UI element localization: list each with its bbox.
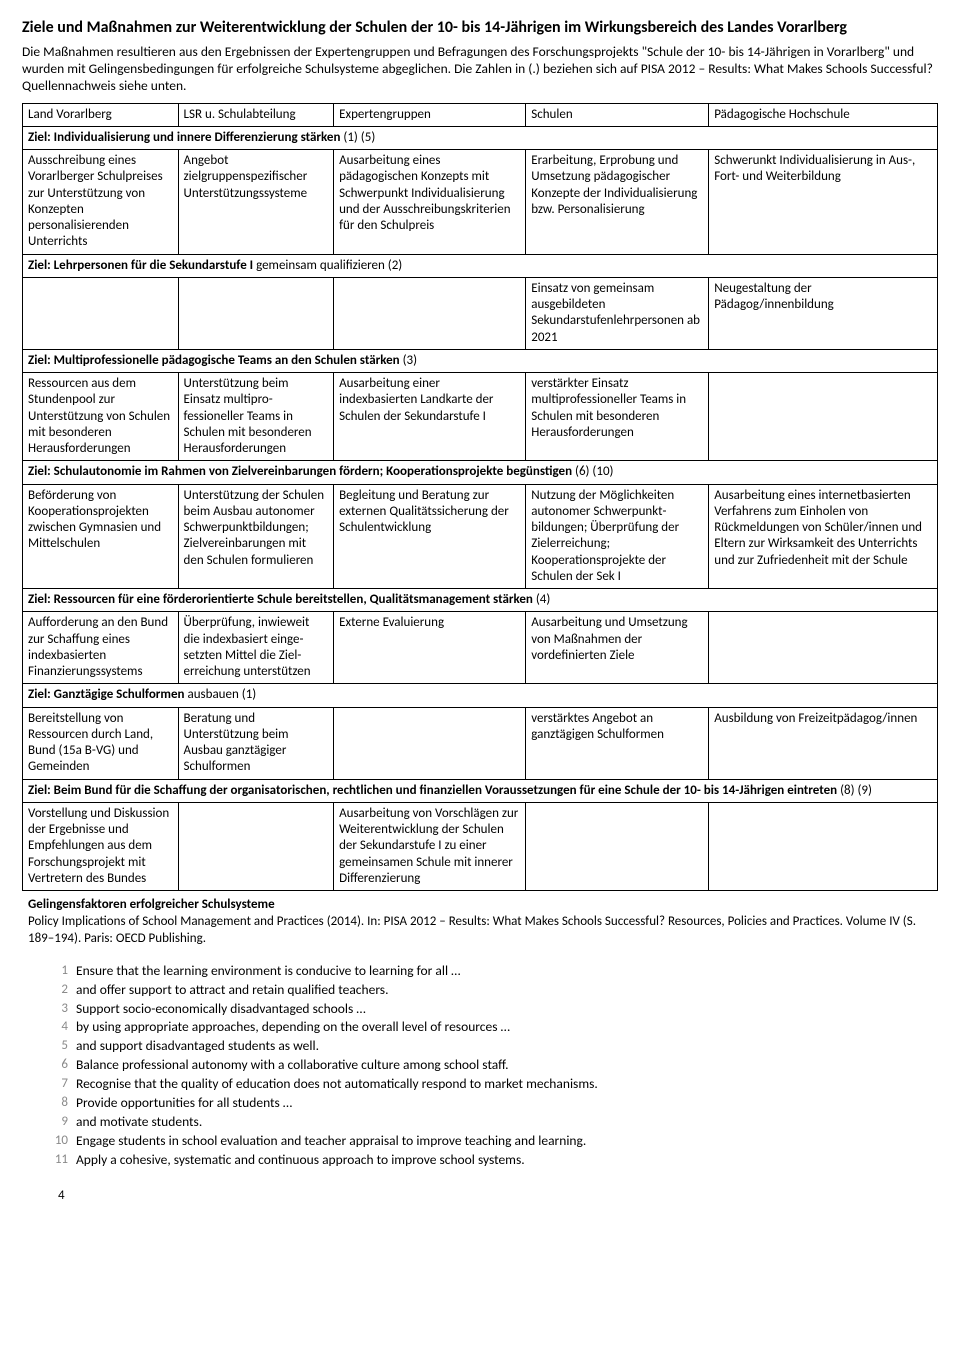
table-cell: Beförderung von Kooperationsprojekten zw…	[23, 484, 179, 589]
table-cell	[334, 707, 526, 779]
table-cell	[709, 802, 938, 890]
table-cell: verstärkter Einsatz multiprofessioneller…	[526, 373, 709, 461]
ziel-row: Ziel: Individualisierung und innere Diff…	[23, 126, 938, 149]
ziel-cell: Ziel: Multiprofessionelle pädagogische T…	[23, 349, 938, 372]
factor-item: Support socio-economically disadvantaged…	[50, 1000, 938, 1019]
ziel-cell: Ziel: Ressourcen für eine förderorientie…	[23, 589, 938, 612]
footnote-block: Gelingensfaktoren erfolgreicher Schulsys…	[28, 897, 938, 948]
table-row: Einsatz von gemeinsam ausgebildeten Seku…	[23, 277, 938, 349]
table-cell: Begleitung und Beratung zur externen Qua…	[334, 484, 526, 589]
ziel-row: Ziel: Schulautonomie im Rahmen von Zielv…	[23, 461, 938, 484]
table-cell: Externe Evaluierung	[334, 612, 526, 684]
table-cell: Beratung und Unterstützung beim Ausbau g…	[178, 707, 334, 779]
ziel-cell: Ziel: Ganztägige Schulformen ausbauen (1…	[23, 684, 938, 707]
table-cell: Bereitstellung von Ressourcen durch Land…	[23, 707, 179, 779]
table-cell	[709, 373, 938, 461]
footnote-text: Policy Implications of School Management…	[28, 914, 916, 946]
header-col3: Expertengruppen	[334, 103, 526, 126]
ziel-cell: Ziel: Individualisierung und innere Diff…	[23, 126, 938, 149]
table-cell	[709, 612, 938, 684]
table-cell	[334, 277, 526, 349]
table-cell: Unterstützung beim Einsatz multipro­fess…	[178, 373, 334, 461]
factor-item: and offer support to attract and retain …	[50, 981, 938, 1000]
table-header-row: Land Vorarlberg LSR u. Schulabteilung Ex…	[23, 103, 938, 126]
factor-item: Apply a cohesive, systematic and continu…	[50, 1151, 938, 1170]
table-cell: Ausarbeitung und Umsetzung von Maßnahmen…	[526, 612, 709, 684]
factor-item: and support disadvantaged students as we…	[50, 1037, 938, 1056]
ziel-cell: Ziel: Schulautonomie im Rahmen von Zielv…	[23, 461, 938, 484]
table-cell: Neugestaltung der Pädagog/innenbildung	[709, 277, 938, 349]
table-cell: Vorstellung und Diskussion der Ergebniss…	[23, 802, 179, 890]
ziel-row: Ziel: Ressourcen für eine förderorientie…	[23, 589, 938, 612]
table-cell	[526, 802, 709, 890]
table-row: Ausschreibung eines Vorarlberger Schulpr…	[23, 150, 938, 255]
table-cell: Ausarbeitung eines internet­basierten Ve…	[709, 484, 938, 589]
table-cell: verstärktes Angebot an ganztägigen Schul…	[526, 707, 709, 779]
ziel-row: Ziel: Beim Bund für die Schaffung der or…	[23, 779, 938, 802]
table-cell: Ausarbeitung eines pädagogischen Konzept…	[334, 150, 526, 255]
ziel-cell: Ziel: Beim Bund für die Schaffung der or…	[23, 779, 938, 802]
page-number: 4	[58, 1188, 938, 1204]
factors-list: Ensure that the learning environment is …	[50, 962, 938, 1170]
measures-table: Land Vorarlberg LSR u. Schulabteilung Ex…	[22, 103, 938, 892]
header-col5: Pädagogische Hochschule	[709, 103, 938, 126]
factor-item: Engage students in school evaluation and…	[50, 1132, 938, 1151]
page-title: Ziele und Maßnahmen zur Weiterentwicklun…	[22, 18, 938, 38]
table-cell: Ausarbeitung von Vor­schlägen zur Weiter…	[334, 802, 526, 890]
table-cell: Nutzung der Möglichkeiten autonomer Schw…	[526, 484, 709, 589]
table-cell	[178, 802, 334, 890]
table-row: Ressourcen aus dem Stundenpool zur Unter…	[23, 373, 938, 461]
table-row: Aufforderung an den Bund zur Schaffung e…	[23, 612, 938, 684]
factor-item: and motivate students.	[50, 1113, 938, 1132]
table-cell: Aufforderung an den Bund zur Schaffung e…	[23, 612, 179, 684]
table-cell: Ausschreibung eines Vorarlberger Schulpr…	[23, 150, 179, 255]
factor-item: Recognise that the quality of education …	[50, 1075, 938, 1094]
table-cell	[23, 277, 179, 349]
table-cell: Unterstützung der Schulen beim Ausbau au…	[178, 484, 334, 589]
factor-item: Provide opportunities for all students …	[50, 1094, 938, 1113]
table-cell: Schwerunkt Individualisierung in Aus-, F…	[709, 150, 938, 255]
table-cell: Überprüfung, inwieweit die indexbasiert …	[178, 612, 334, 684]
header-col4: Schulen	[526, 103, 709, 126]
table-row: Beförderung von Kooperationsprojekten zw…	[23, 484, 938, 589]
factor-item: Ensure that the learning environment is …	[50, 962, 938, 981]
table-cell: Ressourcen aus dem Stundenpool zur Unter…	[23, 373, 179, 461]
header-col2: LSR u. Schulabteilung	[178, 103, 334, 126]
footnote-title: Gelingensfaktoren erfolgreicher Schulsys…	[28, 897, 275, 912]
header-col1: Land Vorarlberg	[23, 103, 179, 126]
table-cell: Ausarbeitung einer indexbasierten Landka…	[334, 373, 526, 461]
table-row: Bereitstellung von Ressourcen durch Land…	[23, 707, 938, 779]
factor-item: Balance professional autonomy with a col…	[50, 1056, 938, 1075]
table-cell	[178, 277, 334, 349]
intro-paragraph: Die Maßnahmen resultieren aus den Ergebn…	[22, 44, 938, 95]
table-cell: Ausbildung von Freizeitpädagog/innen	[709, 707, 938, 779]
table-row: Vorstellung und Diskussion der Ergebniss…	[23, 802, 938, 890]
ziel-row: Ziel: Multiprofessionelle pädagogische T…	[23, 349, 938, 372]
ziel-row: Ziel: Lehrpersonen für die Sekundarstufe…	[23, 254, 938, 277]
table-cell: Erarbeitung, Erprobung und Umsetzung päd…	[526, 150, 709, 255]
table-cell: Angebot zielgruppenspezifischer Unterstü…	[178, 150, 334, 255]
factor-item: by using appropriate approaches, dependi…	[50, 1018, 938, 1037]
table-cell: Einsatz von gemeinsam ausgebildeten Seku…	[526, 277, 709, 349]
ziel-cell: Ziel: Lehrpersonen für die Sekundarstufe…	[23, 254, 938, 277]
ziel-row: Ziel: Ganztägige Schulformen ausbauen (1…	[23, 684, 938, 707]
